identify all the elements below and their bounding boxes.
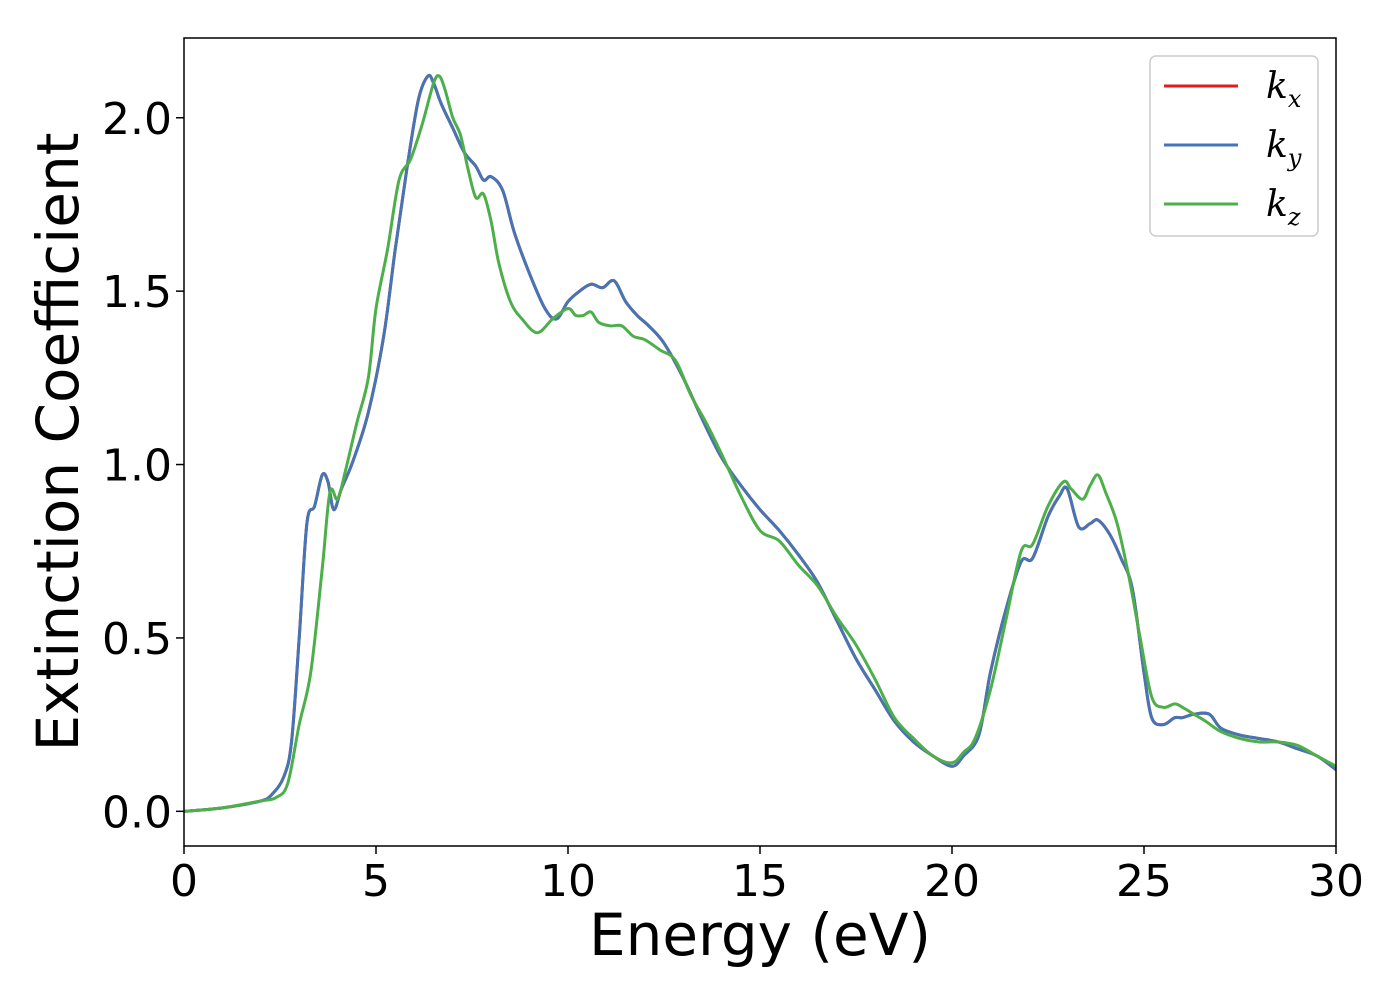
y-tick-label: 1.5 [102, 267, 172, 318]
x-tick-label: 10 [540, 856, 596, 907]
x-tick-label: 30 [1308, 856, 1364, 907]
series-layer [184, 73, 1336, 813]
x-tick-label: 15 [732, 856, 788, 907]
x-tick-label: 25 [1116, 856, 1172, 907]
x-tick-label: 20 [924, 856, 980, 907]
x-axis-ticks: 0 5 10 15 20 25 30 [170, 846, 1364, 907]
series-line-kz [184, 74, 1336, 813]
y-tick-label: 1.0 [102, 441, 172, 492]
y-tick-label: 0.0 [102, 787, 172, 838]
y-tick-label: 0.5 [102, 614, 172, 665]
y-axis-ticks: 0.0 0.5 1.0 1.5 2.0 [102, 94, 184, 838]
legend-label-ky: ky [1266, 125, 1302, 172]
x-tick-label: 0 [170, 856, 198, 907]
legend-label-kz: kz [1266, 184, 1301, 231]
x-axis-title: Energy (eV) [589, 901, 931, 969]
y-tick-label: 2.0 [102, 94, 172, 145]
legend: kx ky kz [1149, 55, 1319, 237]
y-axis-title: Extinction Coefficient [24, 133, 92, 752]
x-tick-label: 5 [362, 856, 390, 907]
legend-label-kx: kx [1266, 66, 1302, 113]
